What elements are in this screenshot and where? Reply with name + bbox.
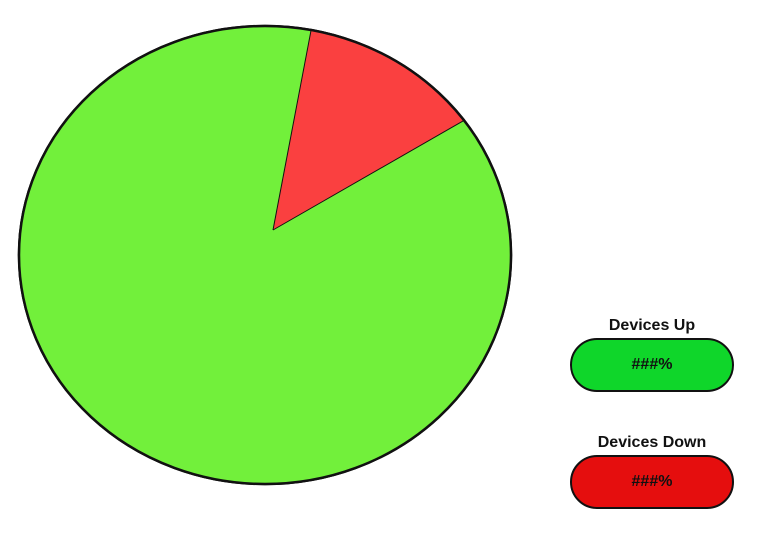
devices-up-value: ###% [631, 356, 673, 373]
legend-devices-down: Devices Down ###% [570, 433, 734, 509]
devices-down-value: ###% [631, 473, 673, 490]
legend-devices-up: Devices Up ###% [570, 316, 734, 392]
pie-slice-devices-down [273, 30, 465, 231]
legend-devices-up-label: Devices Up [608, 317, 696, 334]
devices-up-value-pill: ###% [570, 338, 734, 392]
pie-slice-separator [272, 119, 465, 231]
devices-down-value-pill: ###% [570, 455, 734, 509]
pie-slice-devices-up [19, 25, 512, 484]
legend-devices-down-label: Devices Down [597, 434, 707, 451]
pie-slice-separator [272, 29, 312, 231]
pie-border [17, 24, 513, 486]
